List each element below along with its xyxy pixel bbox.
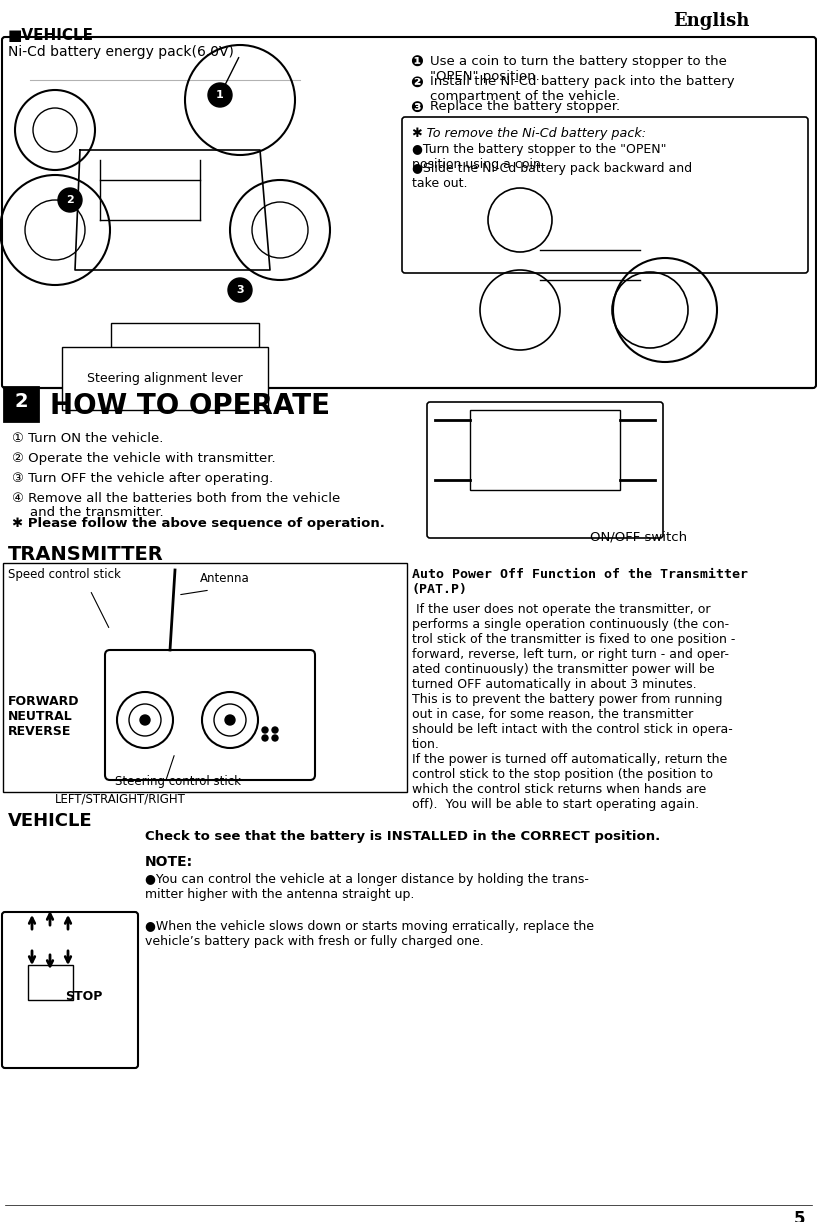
FancyBboxPatch shape <box>3 563 407 792</box>
Text: Auto Power Off Function of the Transmitter
(PAT.P): Auto Power Off Function of the Transmitt… <box>412 568 748 596</box>
Text: ✱ Please follow the above sequence of operation.: ✱ Please follow the above sequence of op… <box>12 517 385 530</box>
Text: Check to see that the battery is INSTALLED in the CORRECT position.: Check to see that the battery is INSTALL… <box>145 830 660 843</box>
Circle shape <box>262 734 268 741</box>
Text: ●When the vehicle slows down or starts moving erratically, replace the
vehicle’s: ●When the vehicle slows down or starts m… <box>145 920 594 948</box>
FancyBboxPatch shape <box>402 117 808 273</box>
FancyBboxPatch shape <box>427 402 663 538</box>
Text: Antenna: Antenna <box>200 572 250 585</box>
Text: If the user does not operate the transmitter, or
performs a single operation con: If the user does not operate the transmi… <box>412 602 735 811</box>
Text: REVERSE: REVERSE <box>8 725 71 738</box>
Text: 3: 3 <box>236 285 243 295</box>
Text: LEFT/STRAIGHT/RIGHT: LEFT/STRAIGHT/RIGHT <box>55 793 186 807</box>
Text: ① Turn ON the vehicle.: ① Turn ON the vehicle. <box>12 433 163 445</box>
Text: ❸: ❸ <box>410 100 423 115</box>
Text: Replace the battery stopper.: Replace the battery stopper. <box>430 100 620 112</box>
Text: ●You can control the vehicle at a longer distance by holding the trans-
mitter h: ●You can control the vehicle at a longer… <box>145 873 589 901</box>
Text: NOTE:: NOTE: <box>145 855 193 869</box>
Text: ●Turn the battery stopper to the "OPEN"
position using a coin.: ●Turn the battery stopper to the "OPEN" … <box>412 143 667 171</box>
Text: ③ Turn OFF the vehicle after operating.: ③ Turn OFF the vehicle after operating. <box>12 472 273 485</box>
Text: ② Operate the vehicle with transmitter.: ② Operate the vehicle with transmitter. <box>12 452 275 466</box>
Text: 2: 2 <box>14 392 28 411</box>
Text: ON/OFF switch: ON/OFF switch <box>590 530 687 543</box>
Text: STOP: STOP <box>65 990 102 1003</box>
Text: ●Slide the Ni-Cd battery pack backward and
take out.: ●Slide the Ni-Cd battery pack backward a… <box>412 163 692 189</box>
Circle shape <box>140 715 150 725</box>
Circle shape <box>228 277 252 302</box>
Text: ❶: ❶ <box>410 55 423 70</box>
Circle shape <box>225 715 235 725</box>
Text: Steering control stick: Steering control stick <box>115 775 241 788</box>
Text: NEUTRAL: NEUTRAL <box>8 710 73 723</box>
Text: Install the Ni-Cd battery pack into the battery
compartment of the vehicle.: Install the Ni-Cd battery pack into the … <box>430 75 734 103</box>
Bar <box>470 411 620 490</box>
Text: ④ Remove all the batteries both from the vehicle: ④ Remove all the batteries both from the… <box>12 492 340 505</box>
FancyBboxPatch shape <box>105 650 315 780</box>
Text: Speed control stick: Speed control stick <box>8 568 121 580</box>
FancyBboxPatch shape <box>2 912 138 1068</box>
Text: ■VEHICLE: ■VEHICLE <box>8 28 94 43</box>
Circle shape <box>262 727 268 733</box>
Text: battery stopper: battery stopper <box>136 348 234 360</box>
Text: FORWARD: FORWARD <box>8 695 79 708</box>
Text: English: English <box>674 12 750 31</box>
Text: Ni-Cd battery energy pack(6.0V): Ni-Cd battery energy pack(6.0V) <box>8 45 234 59</box>
Text: HOW TO OPERATE: HOW TO OPERATE <box>50 392 330 420</box>
Text: and the transmitter.: and the transmitter. <box>30 506 163 519</box>
Circle shape <box>208 83 232 108</box>
Text: 5: 5 <box>793 1210 805 1222</box>
Text: Steering alignment lever: Steering alignment lever <box>87 371 243 385</box>
Circle shape <box>272 727 278 733</box>
FancyBboxPatch shape <box>2 37 816 389</box>
Text: 1: 1 <box>217 90 224 100</box>
Text: TRANSMITTER: TRANSMITTER <box>8 545 163 565</box>
Text: Use a coin to turn the battery stopper to the
"OPEN" position.: Use a coin to turn the battery stopper t… <box>430 55 727 83</box>
Text: 2: 2 <box>66 196 74 205</box>
Bar <box>28 965 73 1000</box>
Text: ❷: ❷ <box>410 75 423 90</box>
Circle shape <box>272 734 278 741</box>
Text: ✱ To remove the Ni-Cd battery pack:: ✱ To remove the Ni-Cd battery pack: <box>412 127 646 141</box>
Text: VEHICLE: VEHICLE <box>8 811 92 830</box>
FancyBboxPatch shape <box>4 387 38 422</box>
Circle shape <box>58 188 82 211</box>
